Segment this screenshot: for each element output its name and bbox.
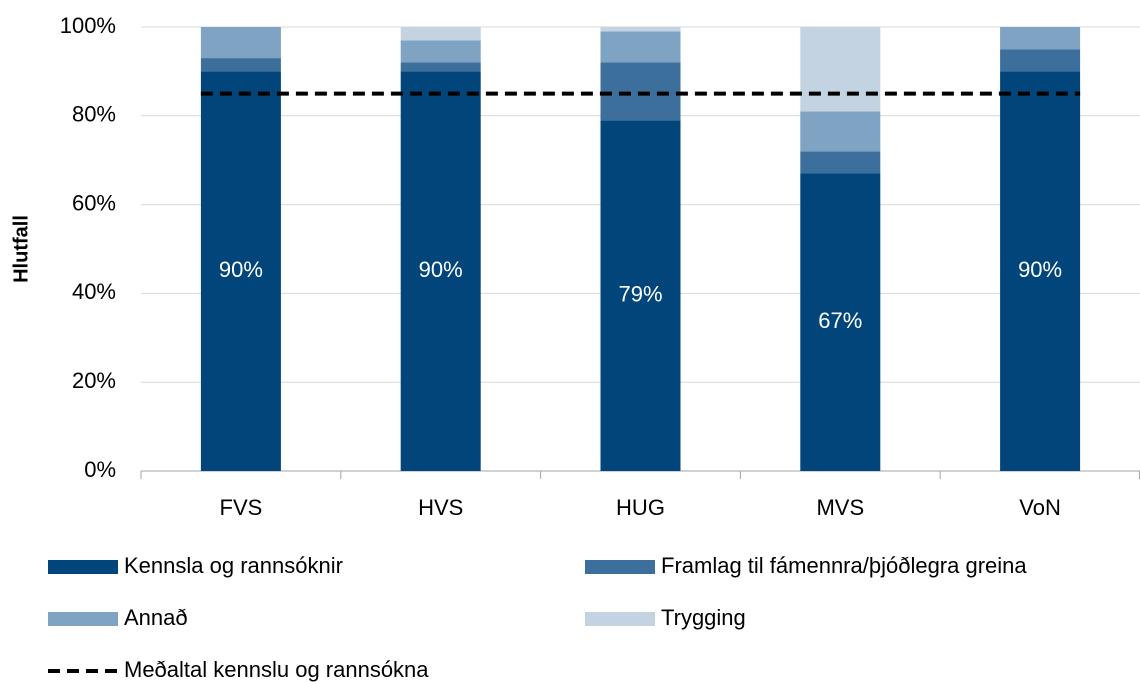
bar-segment	[600, 62, 681, 121]
y-tick-label: 40%	[72, 279, 116, 304]
legend-swatch	[48, 612, 118, 626]
legend-label: Meðaltal kennslu og rannsókna	[124, 657, 429, 682]
bar-segment	[400, 71, 481, 472]
y-tick-label: 0%	[84, 457, 116, 482]
data-label: 67%	[818, 308, 862, 333]
legend-swatch	[48, 560, 118, 574]
data-label: 90%	[219, 257, 263, 282]
bar-segment	[400, 62, 481, 72]
y-tick-label: 60%	[72, 190, 116, 215]
legend-swatch	[585, 560, 655, 574]
bar-segment	[800, 151, 881, 174]
bar-segment	[600, 31, 681, 63]
x-tick-label: MVS	[816, 495, 864, 520]
y-axis-label: Hlutfall	[10, 215, 32, 283]
data-label: 90%	[419, 257, 463, 282]
legend-label: Framlag til fámennra/þjóðlegra greina	[661, 553, 1027, 578]
bar-segment	[1000, 71, 1081, 472]
bar-segment	[400, 27, 481, 41]
bar-segment	[800, 173, 881, 471]
bar-segment	[1000, 27, 1081, 50]
bar-segment	[200, 58, 281, 72]
x-tick-label: HVS	[418, 495, 463, 520]
legend-label: Kennsla og rannsóknir	[124, 553, 343, 578]
bar-segment	[600, 120, 681, 472]
data-label: 90%	[1018, 257, 1062, 282]
bar-segment	[600, 27, 681, 32]
bar-segment	[1000, 49, 1081, 72]
y-tick-label: 20%	[72, 368, 116, 393]
legend-label: Annað	[124, 605, 188, 630]
bar-segment	[200, 71, 281, 472]
x-tick-label: HUG	[616, 495, 665, 520]
bar-segment	[200, 27, 281, 59]
x-tick-label: FVS	[220, 495, 263, 520]
legend-label: Trygging	[661, 605, 746, 630]
y-tick-label: 80%	[72, 102, 116, 127]
x-tick-label: VoN	[1019, 495, 1061, 520]
data-label: 79%	[618, 281, 662, 306]
bar-segment	[400, 40, 481, 63]
legend-swatch	[585, 612, 655, 626]
bar-segment	[800, 27, 881, 112]
y-tick-label: 100%	[60, 13, 116, 38]
bar-segment	[800, 111, 881, 152]
